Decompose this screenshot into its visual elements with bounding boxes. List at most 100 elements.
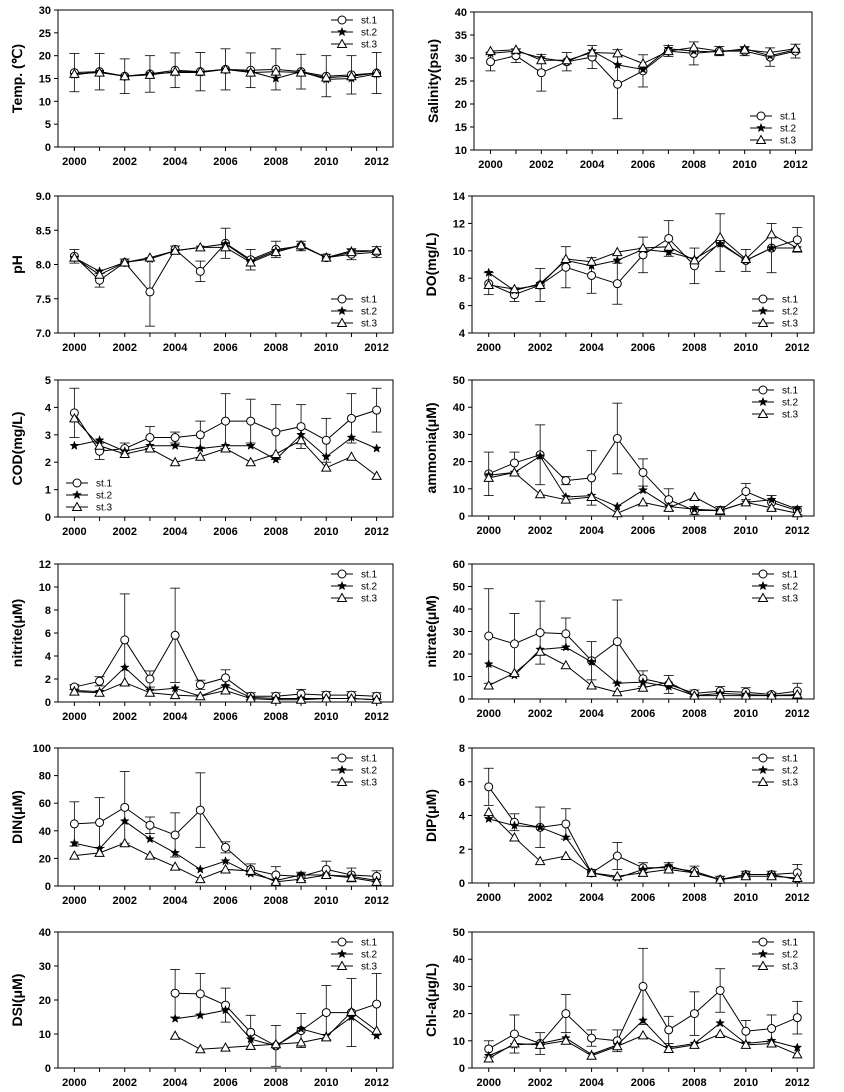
point-st3	[663, 502, 675, 512]
x-tick-label: 2006	[213, 711, 237, 723]
point-st1	[535, 628, 545, 638]
y-tick-label: 50	[453, 375, 465, 387]
y-tick-label: 20	[39, 51, 51, 63]
x-tick-label: 2002	[113, 711, 137, 723]
legend-marker-st2	[758, 396, 768, 407]
y-tick-label: 0	[45, 1063, 51, 1075]
y-axis-label: nitrite(μM)	[9, 599, 25, 667]
point-st3	[346, 872, 357, 882]
y-tick-label: 6	[45, 628, 51, 640]
y-tick-label: 0	[45, 697, 51, 709]
point-st2	[195, 1010, 206, 1020]
point-st3	[611, 870, 623, 881]
legend: st.1st.2st.3	[331, 753, 378, 789]
point-st1	[664, 1025, 674, 1035]
y-tick-label: 0	[45, 512, 51, 524]
point-st3	[483, 1052, 495, 1063]
point-st3	[144, 687, 156, 697]
y-tick-label: 8	[459, 273, 465, 285]
y-tick-label: 2	[45, 457, 51, 469]
legend-label-st2: st.2	[361, 766, 378, 777]
legend-label-st3: st.3	[361, 962, 378, 973]
x-tick-label: 2006	[631, 525, 655, 537]
chart-dip: 0 2 4 6 8 2000 2002 2004 2006 2008 2010 2012 DIP(μM)…	[423, 743, 815, 904]
legend-marker-st2	[758, 764, 768, 775]
x-tick-label: 2010	[314, 526, 338, 538]
point-st3	[220, 1042, 231, 1052]
legend-marker-st3	[757, 408, 769, 418]
point-st1	[612, 433, 622, 443]
point-st3	[688, 41, 700, 52]
point-st3	[119, 837, 131, 848]
y-tick-label: 40	[39, 826, 51, 838]
x-tick-label: 2002	[528, 708, 552, 720]
point-st3	[791, 872, 803, 882]
point-st3	[586, 46, 598, 57]
point-st1	[689, 1009, 699, 1019]
legend-marker-st2	[758, 305, 768, 316]
point-st3	[144, 69, 156, 79]
y-tick-label: 60	[39, 798, 51, 810]
legend-label-st1: st.1	[96, 479, 113, 490]
legend-marker-st2	[72, 489, 82, 500]
legend-label-st2: st.2	[96, 491, 113, 502]
point-st3	[509, 283, 520, 294]
point-st3	[270, 694, 282, 704]
point-st1	[613, 79, 623, 89]
point-st3	[169, 861, 181, 871]
x-tick-label: 2004	[163, 711, 188, 723]
point-st2	[170, 440, 181, 450]
x-tick-label: 2006	[213, 526, 237, 538]
legend-label-st2: st.2	[782, 950, 799, 961]
x-tick-label: 2004	[163, 526, 188, 538]
x-tick-label: 2010	[734, 708, 758, 720]
y-tick-label: 80	[39, 771, 51, 783]
point-st2	[535, 450, 546, 461]
point-st3	[295, 434, 307, 445]
point-st3	[245, 693, 257, 703]
point-st1	[69, 819, 79, 829]
x-tick-label: 2008	[682, 708, 706, 720]
point-st3	[119, 256, 131, 267]
legend: st.1st.2st.3	[752, 753, 799, 789]
point-st1	[561, 1009, 571, 1019]
point-st3	[483, 806, 495, 817]
legend-marker-st1	[337, 569, 347, 579]
x-tick-label: 2006	[213, 1077, 237, 1089]
y-tick-label: 40	[453, 604, 465, 616]
point-st2	[638, 64, 648, 74]
legend-label-st2: st.2	[782, 398, 799, 409]
point-st2	[170, 1013, 181, 1023]
x-tick-label: 2012	[364, 342, 388, 354]
point-st3	[714, 505, 726, 515]
point-st3	[791, 507, 803, 518]
x-tick-label: 2004	[163, 895, 188, 907]
point-st3	[611, 507, 623, 518]
y-tick-label: 20	[39, 853, 51, 865]
point-st1	[296, 422, 306, 432]
legend-marker-st1	[758, 294, 768, 304]
point-st3	[144, 252, 156, 262]
legend-marker-st3	[336, 317, 348, 327]
y-tick-label: 0	[45, 142, 51, 154]
chart-ph: 7.0 7.5 8.0 8.5 9.0 2000 2002 2004 2006 2008 2010 2…	[9, 191, 394, 354]
x-tick-label: 2000	[476, 892, 500, 904]
point-st1	[95, 818, 105, 828]
point-st3	[169, 456, 181, 467]
legend: st.1st.2st.3	[752, 569, 799, 605]
point-st2	[220, 1004, 231, 1015]
x-tick-label: 2006	[631, 342, 655, 354]
point-st3	[245, 256, 257, 267]
x-tick-label: 2002	[113, 342, 137, 354]
y-tick-label: 5	[45, 375, 51, 387]
y-tick-label: 40	[455, 7, 467, 19]
legend-label-st2: st.2	[361, 950, 378, 961]
legend-marker-st1	[758, 937, 768, 947]
point-st3	[69, 686, 80, 696]
point-st3	[663, 45, 674, 56]
x-tick-label: 2008	[264, 156, 288, 168]
point-st3	[346, 451, 357, 461]
y-tick-label: 10	[455, 145, 467, 157]
x-tick-label: 2000	[62, 711, 86, 723]
x-tick-label: 2000	[62, 342, 86, 354]
